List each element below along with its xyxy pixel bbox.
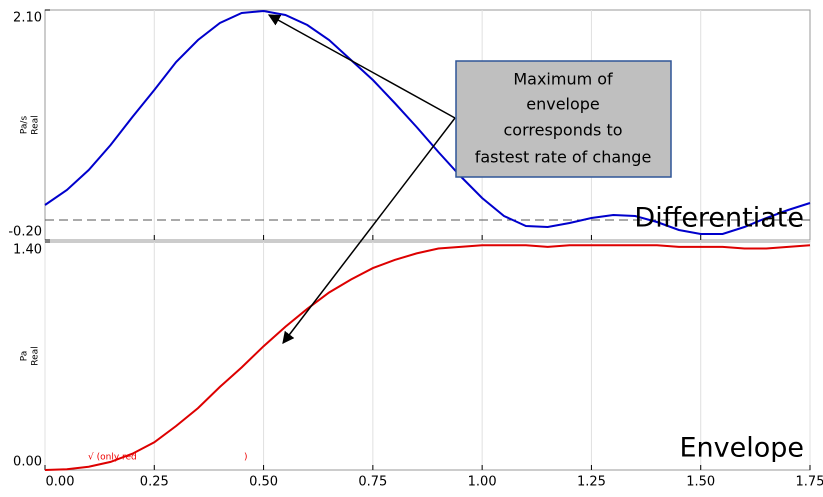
x-tick-label: 0.75 (358, 475, 387, 490)
y-axis-label: Pa Real (20, 346, 41, 365)
arrow (267, 14, 456, 119)
x-tick-label: 1.50 (686, 475, 715, 490)
x-tick-label: 1.25 (577, 475, 606, 490)
callout-box (455, 60, 672, 178)
data-line (44, 9, 811, 235)
x-tick-label: 0.00 (46, 475, 75, 490)
panel-annotation: Differentiate (634, 203, 804, 234)
callout-line: fastest rate of change (475, 148, 652, 167)
x-tick-label: 1.75 (796, 475, 823, 490)
y-axis-label-line: Pa/s (20, 116, 30, 135)
callout: Maximum of envelope corresponds to faste… (455, 60, 672, 178)
y-axis-label-line: Pa (20, 351, 30, 362)
note: ) (244, 453, 248, 463)
y-axis-label: Pa/s Real (20, 115, 41, 134)
callout-line: envelope (526, 95, 600, 114)
x-tick-label: 1.00 (468, 475, 497, 490)
plot-area (44, 9, 811, 241)
arrow (282, 117, 456, 344)
y-axis-label-line: Real (31, 115, 41, 134)
callout-line: Maximum of (513, 70, 613, 89)
y-tick-label: -0.20 (8, 225, 42, 240)
y-axis-label-line: Real (31, 346, 41, 365)
x-tick-label: 0.25 (140, 475, 169, 490)
y-tick-label: 2.10 (13, 11, 42, 26)
note: √ (only red (88, 452, 137, 463)
x-tick-label: 0.50 (249, 475, 278, 490)
data-line (44, 244, 811, 471)
callout-line: corresponds to (503, 121, 622, 140)
y-tick-label: 0.00 (13, 455, 42, 470)
y-tick-label: 1.40 (13, 243, 42, 258)
panel-annotation: Envelope (679, 433, 804, 464)
plot-area (44, 241, 811, 471)
